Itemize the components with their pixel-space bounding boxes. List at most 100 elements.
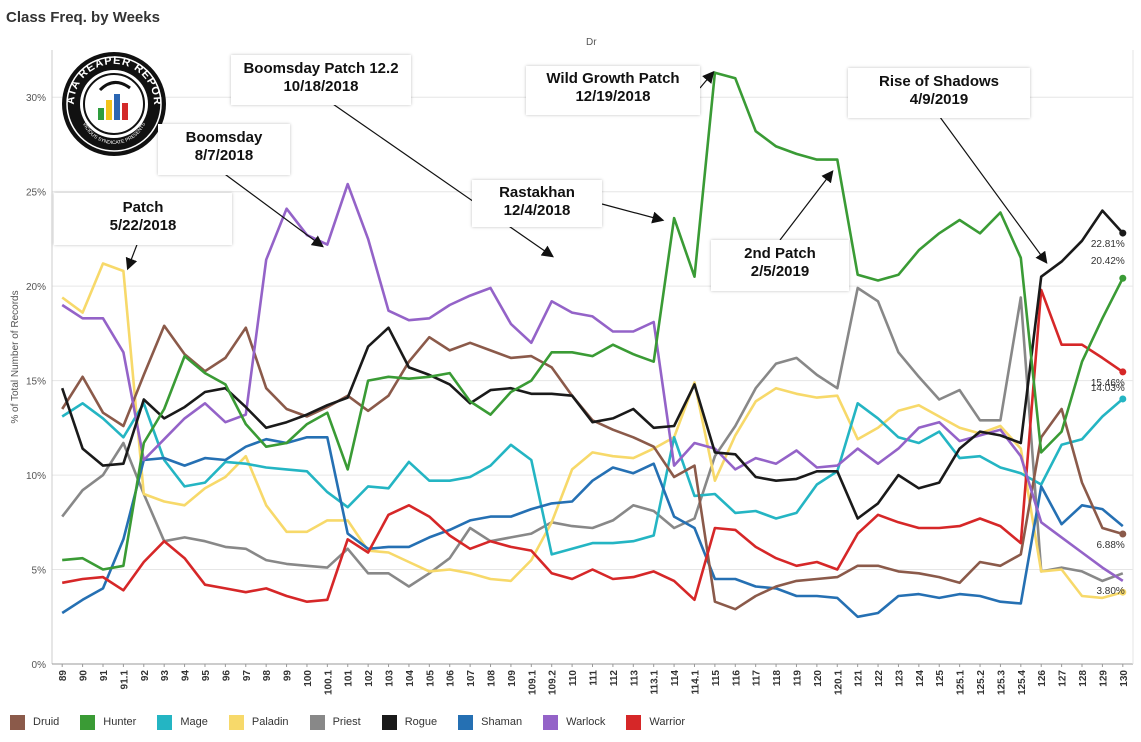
x-tick-label: 122 bbox=[874, 670, 885, 687]
annotation-date: 12/4/2018 bbox=[503, 202, 571, 219]
x-tick-label: 93 bbox=[160, 670, 171, 682]
x-tick-label: 121 bbox=[854, 670, 865, 687]
annotation-title: Wild Growth Patch bbox=[546, 70, 680, 87]
x-tick-label: 113 bbox=[629, 670, 640, 687]
x-tick-label: 91.1 bbox=[119, 670, 130, 690]
legend-label: Hunter bbox=[103, 716, 137, 728]
annotation-title: Rastakhan bbox=[499, 184, 575, 201]
legend-label: Rogue bbox=[404, 716, 438, 728]
legend-label: Paladin bbox=[251, 716, 289, 728]
legend-swatch bbox=[543, 714, 559, 730]
x-tick-label: 117 bbox=[752, 670, 763, 687]
legend-item-warlock[interactable]: Warlock bbox=[543, 714, 606, 730]
annotation-arrow-3 bbox=[601, 203, 665, 224]
y-axis-label: % of Total Number of Records bbox=[10, 290, 21, 423]
legend-item-warrior[interactable]: Warrior bbox=[626, 714, 686, 730]
legend-swatch bbox=[626, 714, 642, 730]
x-tick-label: 98 bbox=[262, 670, 273, 682]
x-tick-label: 120 bbox=[813, 670, 824, 687]
x-tick-label: 102 bbox=[364, 670, 375, 687]
legend-item-shaman[interactable]: Shaman bbox=[458, 714, 523, 730]
legend-item-hunter[interactable]: Hunter bbox=[80, 714, 137, 730]
x-tick-label: 89 bbox=[58, 670, 69, 682]
series-line-priest bbox=[61, 286, 1124, 588]
x-tick-label: 100 bbox=[303, 670, 314, 687]
series-line-paladin bbox=[61, 262, 1124, 600]
end-value-label: 14.03% bbox=[1091, 383, 1125, 394]
end-marker-warrior bbox=[1119, 368, 1127, 376]
annotation-date: 10/18/2018 bbox=[283, 78, 359, 95]
series-line-warlock bbox=[61, 182, 1124, 582]
x-tick-label: 95 bbox=[201, 670, 212, 682]
legend-item-priest[interactable]: Priest bbox=[309, 714, 361, 730]
legend-label: Shaman bbox=[481, 716, 523, 728]
x-tick-label: 91 bbox=[99, 670, 110, 682]
y-tick-label: 10% bbox=[26, 471, 46, 482]
x-tick-label: 99 bbox=[283, 670, 294, 682]
legend-swatch bbox=[10, 714, 25, 730]
x-tick-label: 130 bbox=[1119, 670, 1130, 687]
x-tick-label: 92 bbox=[140, 670, 151, 682]
annotation-boomsday-patch: Boomsday Patch 12.2 10/18/2018 bbox=[231, 55, 411, 105]
x-tick-label: 114 bbox=[670, 670, 681, 687]
legend-swatch bbox=[381, 714, 397, 730]
x-tick-label: 109 bbox=[507, 670, 518, 687]
annotation-title: Patch bbox=[122, 199, 164, 216]
y-tick-label: 0% bbox=[32, 660, 47, 671]
x-tick-label: 127 bbox=[1058, 670, 1069, 687]
x-tick-label: 97 bbox=[242, 670, 253, 682]
annotation-date: 5/22/2018 bbox=[109, 217, 177, 234]
end-value-label: 15.46% bbox=[1091, 378, 1125, 389]
legend-item-paladin[interactable]: Paladin bbox=[228, 714, 289, 730]
x-tick-label: 101 bbox=[344, 670, 355, 687]
legend-label: Priest bbox=[332, 716, 361, 728]
x-tick-label: 109.1 bbox=[527, 670, 538, 695]
chart-legend: Druid Hunter Mage Paladin Priest Rogue Shaman W… bbox=[10, 714, 706, 730]
data-reaper-logo: DATA REAPER REPORT VICIOUS SYNDICATE PRE… bbox=[56, 41, 168, 158]
annotation-wild-growth: Wild Growth Patch 12/19/2018 bbox=[526, 66, 700, 115]
annotation-arrow-0 bbox=[125, 241, 139, 271]
x-tick-label: 105 bbox=[425, 670, 436, 687]
series-line-mage bbox=[61, 397, 1124, 556]
x-tick-label: 125.3 bbox=[996, 670, 1007, 695]
x-tick-label: 94 bbox=[181, 670, 192, 682]
end-value-label: 6.88% bbox=[1096, 540, 1124, 551]
x-tick-label: 107 bbox=[466, 670, 477, 687]
x-tick-label: 113.1 bbox=[650, 670, 661, 695]
end-marker-mage bbox=[1119, 395, 1127, 403]
logo-emblem: DATA REAPER REPORT VICIOUS SYNDICATE PRE… bbox=[56, 41, 166, 156]
legend-item-druid[interactable]: Druid bbox=[10, 714, 60, 730]
legend-swatch bbox=[228, 714, 244, 730]
y-tick-label: 20% bbox=[26, 282, 46, 293]
series-line-warrior bbox=[61, 288, 1124, 604]
x-tick-label: 96 bbox=[221, 670, 232, 682]
legend-item-mage[interactable]: Mage bbox=[157, 714, 208, 730]
x-tick-label: 118 bbox=[772, 670, 783, 687]
x-tick-label: 125.4 bbox=[1017, 670, 1028, 695]
x-tick-label: 126 bbox=[1037, 670, 1048, 687]
x-tick-label: 90 bbox=[79, 670, 90, 682]
annotation-arrow-5 bbox=[936, 112, 1048, 264]
y-tick-label: 25% bbox=[26, 188, 46, 199]
legend-item-rogue[interactable]: Rogue bbox=[381, 714, 438, 730]
end-value-label: 20.42% bbox=[1091, 256, 1125, 267]
annotation-title: Boomsday Patch 12.2 bbox=[243, 60, 399, 77]
series-line-hunter bbox=[62, 71, 1124, 571]
annotation-rise-of-shadows: Rise of Shadows 4/9/2019 bbox=[848, 68, 1030, 118]
annotation-date: 4/9/2019 bbox=[909, 91, 969, 108]
x-tick-label: 100.1 bbox=[323, 670, 334, 695]
legend-label: Warlock bbox=[566, 716, 606, 728]
legend-label: Druid bbox=[33, 716, 60, 728]
annotation-date: 8/7/2018 bbox=[194, 147, 254, 164]
page-title: Class Freq. by Weeks bbox=[6, 9, 160, 26]
x-tick-label: 125.1 bbox=[956, 670, 967, 695]
x-tick-label: 125 bbox=[935, 670, 946, 687]
x-tick-label: 115 bbox=[711, 670, 722, 687]
end-marker-rogue bbox=[1119, 229, 1127, 237]
annotation-arrow-4 bbox=[779, 170, 834, 241]
legend-swatch bbox=[309, 714, 325, 730]
x-tick-label: 109.2 bbox=[548, 670, 559, 695]
series-line-rogue bbox=[60, 209, 1124, 520]
legend-label: Warrior bbox=[649, 716, 686, 728]
